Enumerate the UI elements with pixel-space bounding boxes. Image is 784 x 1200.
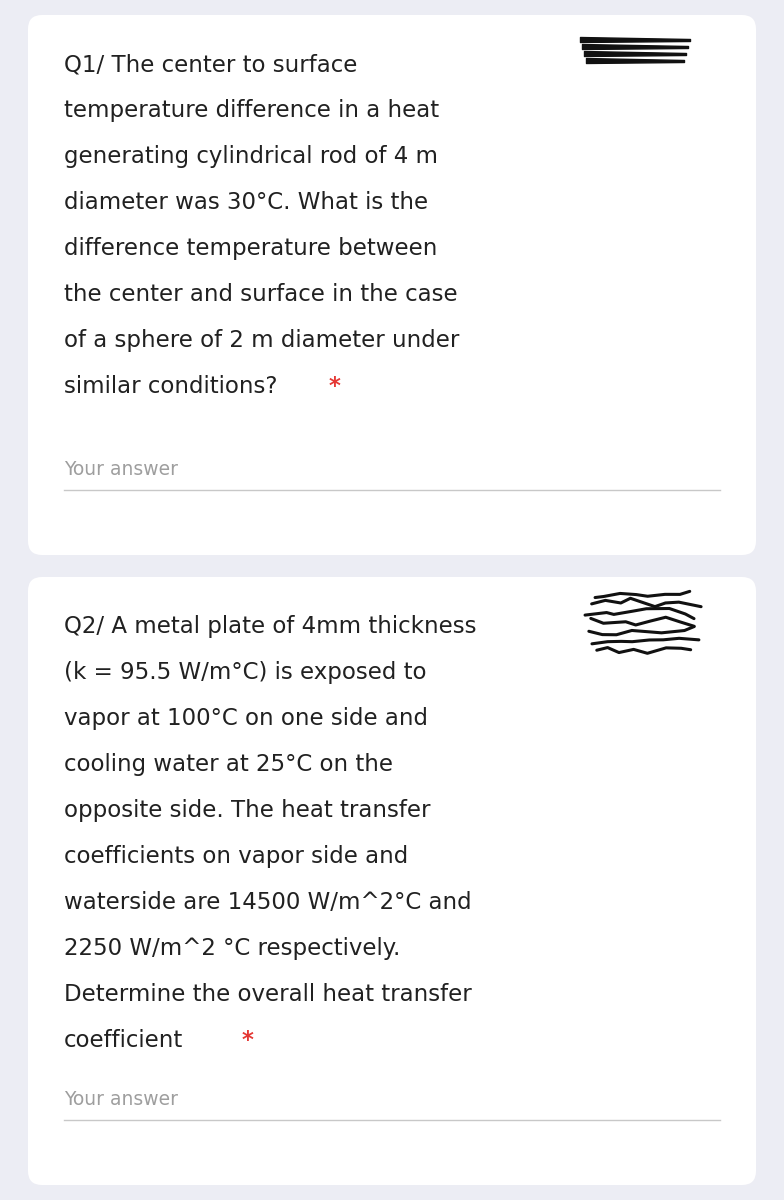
Text: generating cylindrical rod of 4 m: generating cylindrical rod of 4 m bbox=[64, 145, 438, 168]
Text: temperature difference in a heat: temperature difference in a heat bbox=[64, 98, 439, 122]
Text: Determine the overall heat transfer: Determine the overall heat transfer bbox=[64, 983, 472, 1006]
Text: Q1/ The center to surface: Q1/ The center to surface bbox=[64, 53, 358, 76]
Text: difference temperature between: difference temperature between bbox=[64, 236, 437, 260]
Text: similar conditions?: similar conditions? bbox=[64, 374, 278, 398]
Text: 2250 W/m^2 °C respectively.: 2250 W/m^2 °C respectively. bbox=[64, 937, 401, 960]
FancyBboxPatch shape bbox=[28, 14, 756, 554]
Text: Your answer: Your answer bbox=[64, 1090, 178, 1109]
Text: (k = 95.5 W/m°C) is exposed to: (k = 95.5 W/m°C) is exposed to bbox=[64, 661, 426, 684]
Text: vapor at 100°C on one side and: vapor at 100°C on one side and bbox=[64, 707, 428, 730]
Text: opposite side. The heat transfer: opposite side. The heat transfer bbox=[64, 799, 430, 822]
Text: waterside are 14500 W/m^2°C and: waterside are 14500 W/m^2°C and bbox=[64, 890, 472, 914]
Text: coefficient: coefficient bbox=[64, 1028, 183, 1052]
Text: *: * bbox=[329, 374, 341, 398]
Text: Q2/ A metal plate of 4mm thickness: Q2/ A metal plate of 4mm thickness bbox=[64, 614, 477, 638]
Text: diameter was 30°C. What is the: diameter was 30°C. What is the bbox=[64, 191, 428, 214]
Text: of a sphere of 2 m diameter under: of a sphere of 2 m diameter under bbox=[64, 329, 459, 352]
FancyBboxPatch shape bbox=[28, 577, 756, 1186]
Text: cooling water at 25°C on the: cooling water at 25°C on the bbox=[64, 754, 393, 776]
Text: *: * bbox=[242, 1028, 254, 1052]
Text: Your answer: Your answer bbox=[64, 460, 178, 479]
Text: coefficients on vapor side and: coefficients on vapor side and bbox=[64, 845, 408, 868]
Text: the center and surface in the case: the center and surface in the case bbox=[64, 283, 458, 306]
